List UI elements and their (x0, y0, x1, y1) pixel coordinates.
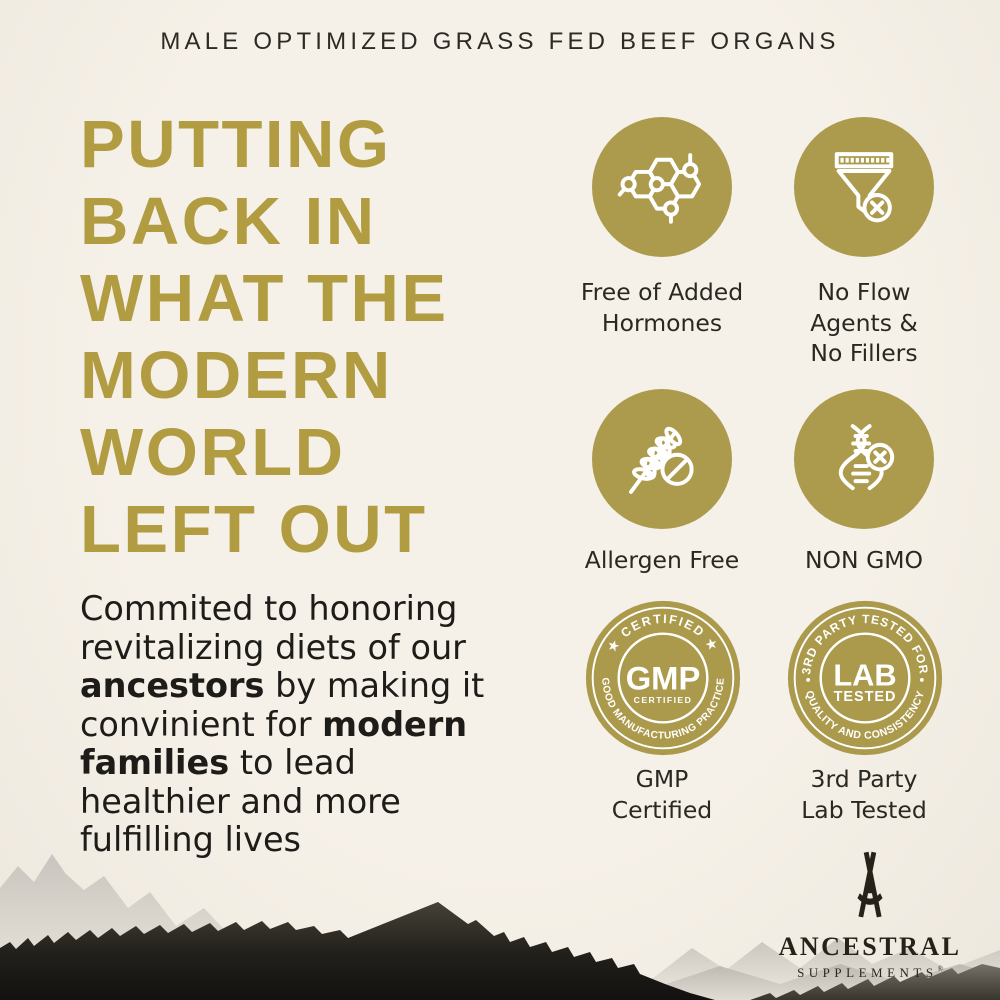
paragraph-text: by making it convinient for (80, 666, 485, 744)
molecule-icon (617, 153, 702, 224)
badge-label-no-fillers: No Flow Agents & No Fillers (810, 278, 918, 367)
banner-title: MALE OPTIMIZED GRASS FED BEEF ORGANS (160, 28, 840, 55)
hero-heading: PUTTING BACK IN WHAT THE MODERN WORLD LE… (80, 107, 449, 567)
gmp-certified-seal: ★ CERTIFIED ★ GOOD MANUFACTURING PRACTIC… (584, 599, 742, 757)
badge-free-of-added-hormones (592, 117, 732, 257)
teepee-logo-icon (857, 851, 883, 918)
paragraph-text: Commited to honoring revitalizing diets … (80, 589, 466, 667)
seal-label-gmp: GMP Certified (611, 765, 713, 824)
badge-no-flow-agents (794, 117, 934, 257)
dna-crossed-icon (838, 424, 895, 491)
wheat-crossed-icon (629, 426, 694, 494)
paragraph-text: to lead healthier and more fulfilling li… (80, 743, 401, 859)
seal-center-small: CERTIFIED (634, 695, 693, 705)
mountain-layer-forest (0, 902, 715, 1000)
hero-paragraph: Commited to honoring revitalizing diets … (80, 589, 560, 860)
brand-subtitle: SUPPLEMENTS® (768, 965, 972, 981)
lab-tested-seal: 3RD PARTY TESTED FOR QUALITY AND CONSIST… (786, 599, 944, 757)
brand-logo: ANCESTRAL SUPPLEMENTS® (768, 850, 972, 981)
badge-label-hormones: Free of Added Hormones (580, 278, 744, 337)
mountain-layer-corner-trees (750, 964, 1000, 1000)
paragraph-bold-modern-families: modern families (80, 704, 468, 782)
badge-allergen-free (592, 389, 732, 529)
registered-mark: ® (937, 965, 943, 973)
seal-center-big: LAB (833, 658, 896, 693)
badge-label-allergen-free: Allergen Free (584, 546, 740, 574)
seal-label-lab-tested: 3rd Party Lab Tested (801, 765, 927, 824)
funnel-no-additives-icon (834, 152, 894, 223)
brand-subtitle-text: SUPPLEMENTS (797, 965, 938, 980)
seal-center-big: GMP (626, 660, 701, 697)
badge-label-non-gmo: NON GMO (804, 546, 924, 574)
mountain-scene (0, 854, 1000, 1000)
seal-center-small: TESTED (834, 689, 897, 705)
badge-non-gmo (794, 389, 934, 529)
brand-name: ANCESTRAL (778, 932, 962, 961)
paragraph-bold-ancestors: ancestors (80, 666, 265, 705)
